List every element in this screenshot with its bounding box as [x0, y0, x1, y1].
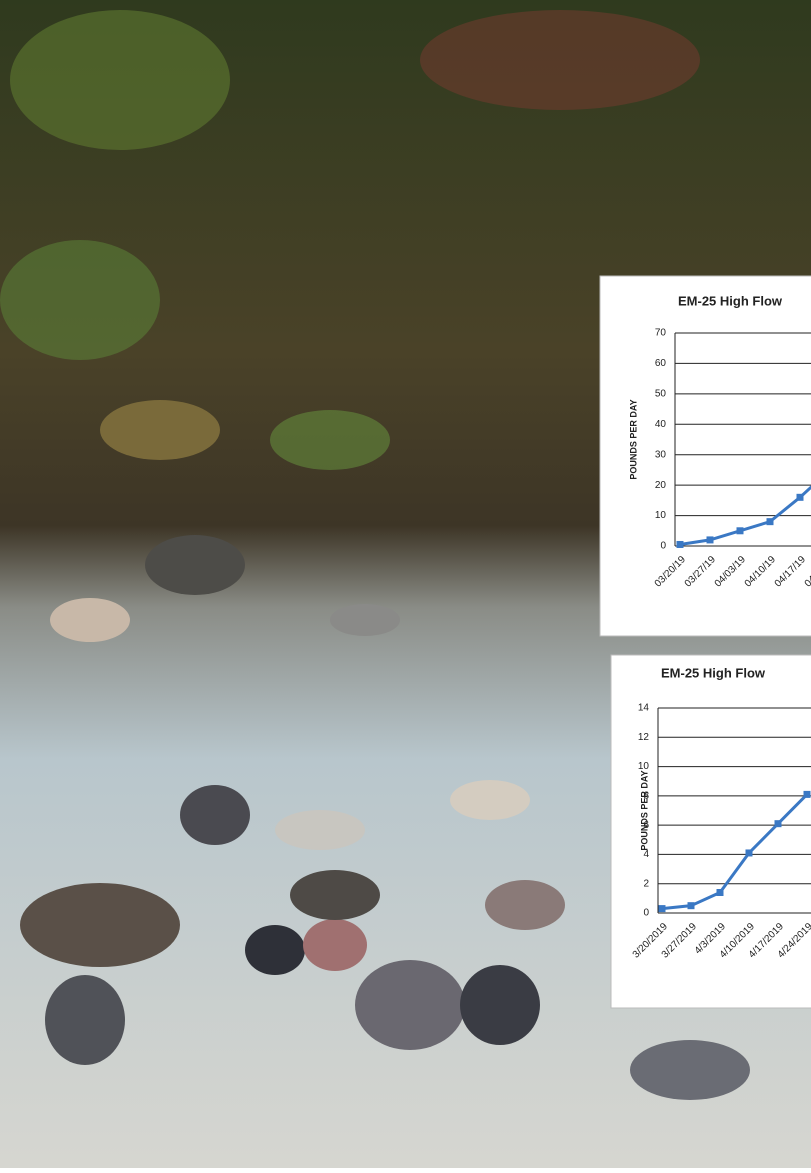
data-point — [707, 536, 714, 543]
y-tick-label: 40 — [655, 419, 667, 430]
data-point — [775, 820, 782, 827]
chart-title: EM-25 High Flow — [678, 293, 783, 308]
y-tick-label: 70 — [655, 328, 667, 339]
y-tick-label: 12 — [638, 732, 650, 743]
y-tick-label: 60 — [655, 358, 667, 369]
data-point — [797, 494, 804, 501]
y-tick-label: 14 — [638, 703, 650, 714]
data-point — [737, 527, 744, 534]
y-tick-label: 20 — [655, 480, 667, 491]
data-point — [804, 791, 811, 798]
y-axis-label: POUNDS PER DAY — [639, 770, 649, 850]
chart-title: EM-25 High Flow — [661, 665, 766, 680]
y-tick-label: 0 — [643, 908, 649, 919]
photo-with-charts: EM-25 High Flow010203040506070POUNDS PER… — [0, 0, 811, 1168]
y-tick-label: 10 — [655, 510, 667, 521]
y-tick-label: 2 — [643, 878, 649, 889]
data-point — [746, 849, 753, 856]
y-axis-label: POUNDS PER DAY — [628, 399, 638, 479]
data-point — [677, 541, 684, 548]
data-point — [767, 518, 774, 525]
data-point — [659, 905, 666, 912]
page: EM-25 High Flow010203040506070POUNDS PER… — [0, 0, 811, 1168]
data-point — [688, 902, 695, 909]
data-point — [717, 889, 724, 896]
y-tick-label: 30 — [655, 449, 667, 460]
y-tick-label: 50 — [655, 388, 667, 399]
y-tick-label: 0 — [660, 541, 666, 552]
